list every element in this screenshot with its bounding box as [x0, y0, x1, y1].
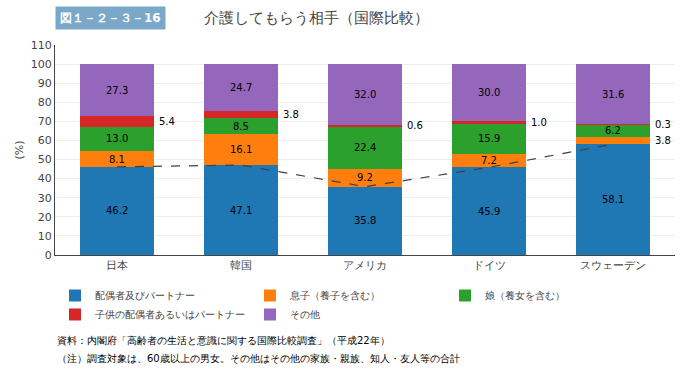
svg-text:35.8: 35.8 [354, 215, 376, 226]
svg-text:(%): (%) [13, 140, 26, 159]
svg-text:6.2: 6.2 [605, 125, 621, 136]
svg-text:58.1: 58.1 [602, 194, 624, 205]
svg-text:娘（養女を含む）: 娘（養女を含む） [485, 290, 565, 301]
svg-text:31.6: 31.6 [602, 89, 624, 100]
svg-text:3.8: 3.8 [655, 135, 671, 146]
svg-text:配偶者及びパートナー: 配偶者及びパートナー [95, 290, 195, 301]
svg-text:資料：内閣府「高齢者の生活と意識に関する国際比較調査」（平成: 資料：内閣府「高齢者の生活と意識に関する国際比較調査」（平成22年） [57, 335, 390, 346]
svg-text:47.1: 47.1 [230, 205, 252, 216]
svg-text:0.6: 0.6 [407, 120, 423, 131]
svg-text:3.8: 3.8 [283, 109, 299, 120]
svg-text:図１－２－３－16: 図１－２－３－16 [60, 11, 161, 25]
svg-text:15.9: 15.9 [478, 133, 500, 144]
svg-text:7.2: 7.2 [481, 155, 497, 166]
svg-text:30: 30 [38, 192, 52, 205]
svg-text:アメリカ: アメリカ [343, 259, 387, 272]
svg-text:0.3: 0.3 [655, 119, 671, 130]
svg-text:30.0: 30.0 [478, 87, 500, 98]
svg-text:13.0: 13.0 [106, 133, 128, 144]
svg-text:ドイツ: ドイツ [473, 259, 506, 272]
svg-text:日本: 日本 [106, 259, 128, 272]
svg-text:8.5: 8.5 [233, 121, 249, 132]
svg-text:90: 90 [38, 77, 52, 90]
svg-text:介護してもらう相手（国際比較）: 介護してもらう相手（国際比較） [204, 9, 429, 27]
svg-text:9.2: 9.2 [357, 172, 373, 183]
svg-text:32.0: 32.0 [354, 89, 376, 100]
svg-text:100: 100 [31, 58, 52, 71]
svg-text:22.4: 22.4 [354, 142, 376, 153]
svg-text:息子（養子を含む）: 息子（養子を含む） [289, 290, 380, 301]
svg-text:10: 10 [38, 230, 52, 243]
svg-text:1.0: 1.0 [531, 117, 547, 128]
svg-text:40: 40 [38, 172, 52, 185]
svg-text:16.1: 16.1 [230, 144, 252, 155]
svg-text:0: 0 [45, 249, 52, 262]
svg-text:子供の配偶者あるいはパートナー: 子供の配偶者あるいはパートナー [95, 309, 245, 320]
svg-text:27.3: 27.3 [106, 85, 128, 96]
svg-text:70: 70 [38, 115, 52, 128]
svg-text:60: 60 [38, 134, 52, 147]
svg-text:（注）調査対象は、60歳以上の男女。その他はその他の家族・親: （注）調査対象は、60歳以上の男女。その他はその他の家族・親族、知人・友人等の合… [57, 353, 460, 364]
svg-text:50: 50 [38, 153, 52, 166]
svg-text:8.1: 8.1 [109, 154, 125, 165]
svg-text:スウェーデン: スウェーデン [580, 259, 646, 272]
svg-text:その他: その他 [290, 309, 320, 320]
svg-text:韓国: 韓国 [230, 259, 252, 272]
svg-text:46.2: 46.2 [106, 205, 128, 216]
svg-text:80: 80 [38, 96, 52, 109]
svg-text:110: 110 [31, 39, 52, 52]
svg-text:24.7: 24.7 [230, 82, 252, 93]
svg-text:20: 20 [38, 211, 52, 224]
svg-text:5.4: 5.4 [159, 116, 175, 127]
svg-text:45.9: 45.9 [478, 206, 500, 217]
